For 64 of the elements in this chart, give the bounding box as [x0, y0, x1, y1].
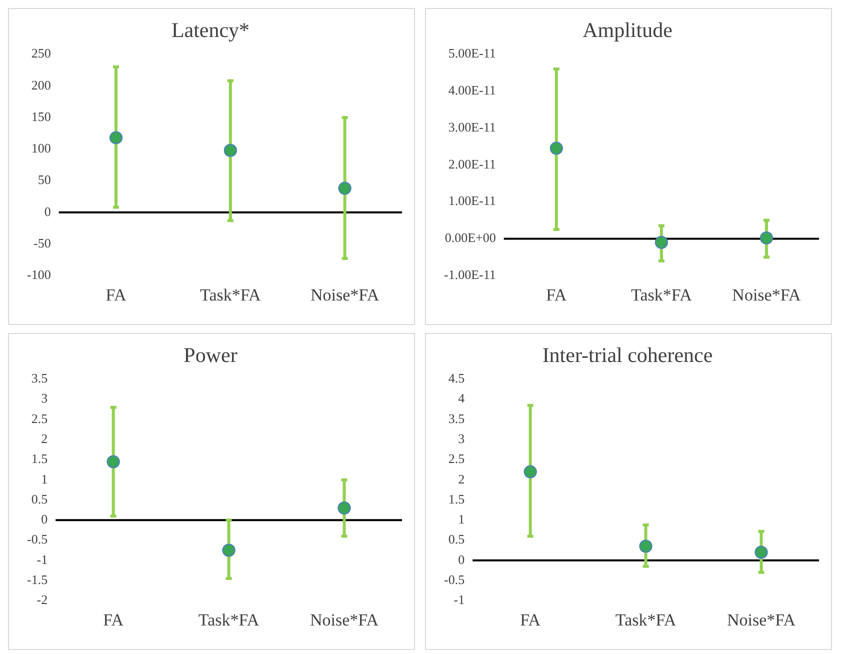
- y-tick-label: 2: [41, 431, 48, 446]
- y-tick-label: 1.5: [448, 491, 465, 506]
- y-tick-label: 1: [41, 471, 48, 486]
- y-tick-label: 150: [31, 108, 51, 124]
- point: [224, 144, 237, 157]
- y-tick-label: 100: [31, 140, 51, 156]
- y-tick-label: 0: [458, 552, 465, 567]
- x-tick-label: FA: [106, 285, 127, 304]
- chart-title: Power: [184, 343, 238, 368]
- x-tick-label: Task*FA: [200, 285, 262, 304]
- y-tick-label: -2: [36, 592, 48, 608]
- point: [110, 131, 123, 144]
- x-tick-label: Task*FA: [198, 610, 260, 630]
- y-tick-label: -100: [26, 267, 51, 282]
- point: [524, 465, 537, 478]
- y-tick-label: -1: [36, 552, 48, 567]
- y-tick-label: 0: [41, 512, 48, 527]
- y-tick-label: 0.00E+00: [444, 230, 496, 246]
- y-tick-label: 3: [41, 390, 48, 406]
- point: [338, 182, 352, 195]
- chart-title: Inter-trial coherence: [542, 343, 713, 368]
- x-tick-label: Noise*FA: [310, 285, 380, 304]
- chart-title: Amplitude: [582, 18, 672, 42]
- x-tick-label: FA: [546, 285, 568, 304]
- point: [338, 502, 351, 515]
- x-tick-label: Noise*FA: [310, 610, 380, 630]
- y-tick-label: -1.5: [26, 572, 48, 587]
- y-tick-label: 4: [458, 390, 466, 406]
- y-tick-label: -1.00E-11: [444, 267, 496, 282]
- y-tick-label: 3: [458, 431, 465, 446]
- y-tick-label: -0.5: [444, 572, 465, 587]
- y-tick-label: 4.00E-11: [448, 82, 496, 98]
- x-tick-label: Task*FA: [631, 285, 693, 304]
- y-tick-label: 1: [458, 512, 465, 527]
- y-tick-label: 50: [38, 172, 51, 188]
- point: [639, 540, 652, 553]
- point: [754, 546, 768, 559]
- y-tick-label: -0.5: [26, 532, 48, 547]
- x-tick-label: FA: [103, 610, 124, 630]
- x-tick-label: Noise*FA: [726, 610, 796, 630]
- x-tick-label: FA: [520, 610, 542, 630]
- y-tick-label: 1.00E-11: [448, 193, 496, 208]
- y-tick-label: 3.5: [448, 410, 465, 426]
- y-tick-label: 2.00E-11: [448, 156, 496, 172]
- y-tick-label: 3.00E-11: [448, 119, 496, 134]
- point: [106, 455, 120, 468]
- y-tick-label: 4.5: [448, 370, 465, 386]
- y-tick-label: 0.5: [31, 491, 48, 506]
- y-tick-label: 2.5: [31, 410, 48, 426]
- y-tick-label: 5.00E-11: [448, 46, 496, 61]
- y-tick-label: 0: [44, 204, 51, 219]
- x-tick-label: Task*FA: [615, 610, 677, 630]
- y-tick-label: 0.5: [448, 532, 465, 547]
- y-tick-label: 2: [458, 471, 465, 486]
- y-tick-label: 2.5: [448, 451, 465, 466]
- y-tick-label: 250: [31, 46, 51, 61]
- point: [222, 544, 236, 557]
- x-tick-label: Noise*FA: [732, 285, 802, 304]
- y-tick-label: -1: [454, 592, 465, 608]
- y-tick-label: 3.5: [31, 370, 48, 386]
- y-tick-label: 200: [31, 77, 51, 92]
- y-tick-label: 1.5: [31, 451, 48, 466]
- y-tick-label: -50: [33, 235, 51, 250]
- chart-title: Latency*: [171, 18, 250, 42]
